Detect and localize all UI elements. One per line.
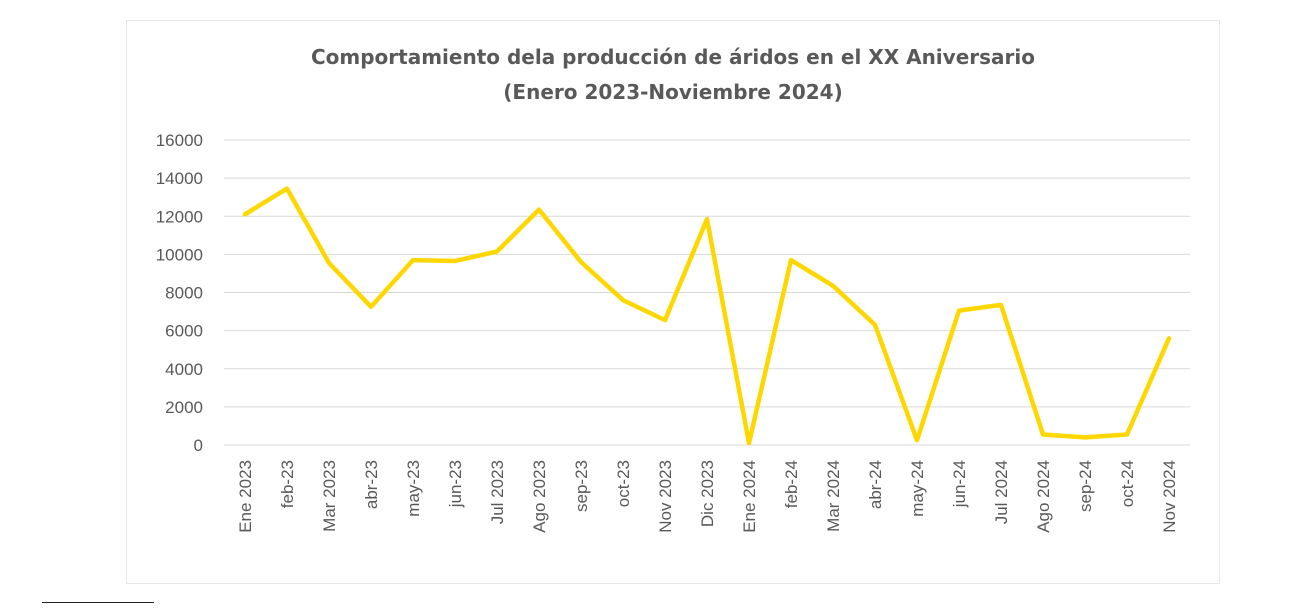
y-tick-label: 6000 xyxy=(165,322,203,341)
x-axis-tick-labels: Ene 2023 feb-23 Mar 2023 abr-23 may-23 jun-23… xyxy=(236,460,1179,533)
data-point xyxy=(243,212,247,217)
data-point xyxy=(495,249,499,254)
data-point xyxy=(1125,432,1129,437)
y-tick-label: 14000 xyxy=(156,169,203,188)
data-point xyxy=(579,260,583,264)
y-tick-label: 16000 xyxy=(156,131,203,150)
data-point xyxy=(1167,336,1171,341)
series-line xyxy=(242,186,1172,446)
gridlines xyxy=(224,139,1190,446)
data-point xyxy=(285,186,289,191)
data-point xyxy=(1041,432,1045,437)
data-point xyxy=(915,438,919,443)
x-tick-label: Ene 2023 xyxy=(236,460,255,533)
data-point xyxy=(537,207,541,212)
x-tick-label: Nov 2023 xyxy=(656,460,675,533)
y-tick-label: 10000 xyxy=(156,245,203,264)
chart-subtitle: (Enero 2023-Noviembre 2024) xyxy=(503,80,843,104)
y-tick-label: 2000 xyxy=(165,398,203,417)
x-tick-label: oct-24 xyxy=(1118,460,1137,507)
x-tick-label: oct-23 xyxy=(614,460,633,507)
x-tick-label: Mar 2023 xyxy=(320,460,339,532)
x-tick-label: Ago 2023 xyxy=(530,460,549,533)
x-tick-label: sep-24 xyxy=(1076,460,1095,512)
data-point xyxy=(789,258,793,263)
data-point xyxy=(999,302,1003,307)
data-point xyxy=(831,283,835,288)
data-point xyxy=(705,217,709,222)
data-point xyxy=(411,258,415,263)
series-production xyxy=(242,186,1172,446)
chart-title: Comportamiento dela producción de áridos… xyxy=(310,45,1035,69)
y-tick-label: 8000 xyxy=(165,284,203,303)
data-point xyxy=(621,298,625,303)
x-tick-label: feb-23 xyxy=(278,460,297,508)
y-axis-tick-labels: 0 2000 4000 6000 8000 10000 12000 14000 16000 xyxy=(156,131,203,455)
y-tick-label: 0 xyxy=(194,436,203,455)
x-tick-label: jun-24 xyxy=(950,460,969,508)
x-tick-label: abr-24 xyxy=(866,460,885,509)
footnote-rule xyxy=(42,602,154,603)
data-point xyxy=(957,308,961,313)
data-point xyxy=(663,318,667,323)
data-point xyxy=(1083,435,1087,440)
data-point xyxy=(369,304,373,309)
data-point xyxy=(747,441,751,446)
x-tick-label: sep-23 xyxy=(572,460,591,512)
x-tick-label: Dic 2023 xyxy=(698,460,717,527)
x-tick-label: Ago 2024 xyxy=(1034,460,1053,533)
x-tick-label: may-23 xyxy=(404,460,423,517)
x-tick-label: jun-23 xyxy=(446,460,465,508)
x-tick-label: Jul 2024 xyxy=(992,460,1011,524)
x-tick-label: Nov 2024 xyxy=(1160,460,1179,533)
x-tick-label: may-24 xyxy=(908,460,927,517)
data-point xyxy=(873,322,877,327)
y-tick-label: 12000 xyxy=(156,207,203,226)
x-tick-label: Ene 2024 xyxy=(740,460,759,533)
data-point xyxy=(327,260,331,265)
x-tick-label: Mar 2024 xyxy=(824,460,843,532)
x-tick-label: feb-24 xyxy=(782,460,801,508)
x-tick-label: abr-23 xyxy=(362,460,381,509)
y-tick-label: 4000 xyxy=(165,360,203,379)
data-point xyxy=(453,259,457,264)
x-tick-label: Jul 2023 xyxy=(488,460,507,524)
